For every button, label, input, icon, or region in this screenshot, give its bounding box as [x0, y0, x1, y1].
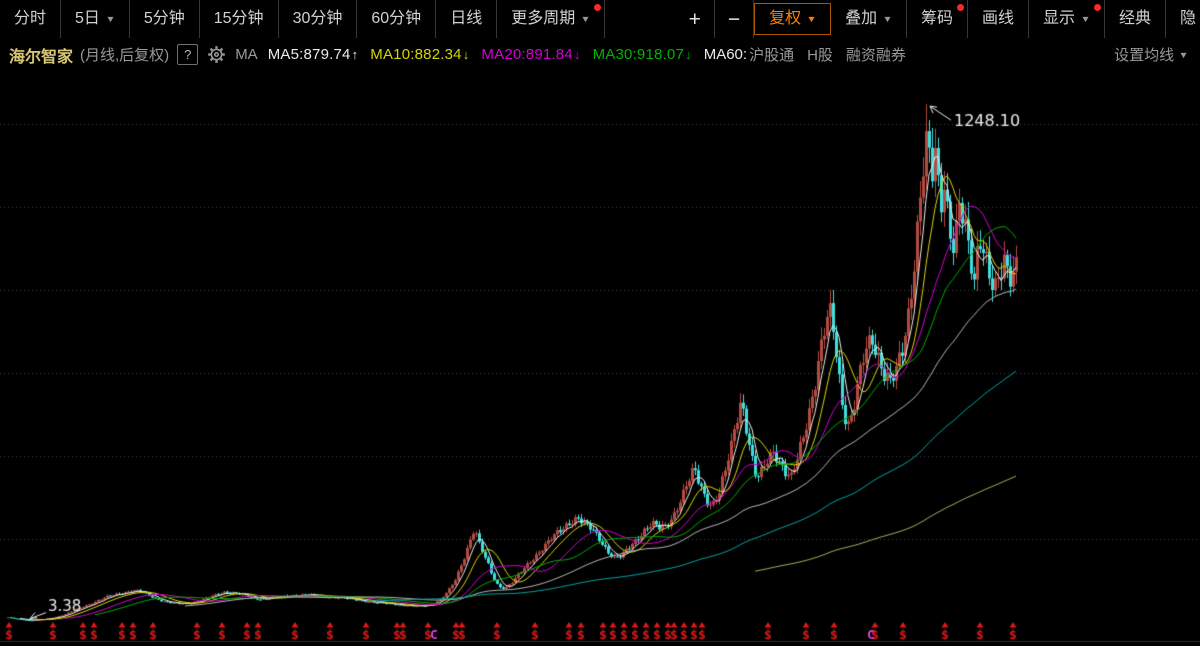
help-button[interactable]: ?	[177, 44, 199, 65]
toolbar-5min-label: 5分钟	[143, 10, 185, 27]
period-button-group: 分时 5日 ▼ 5分钟 15分钟 30分钟 60分钟 日线 更多周期 ▼	[0, 0, 606, 38]
toolbar-draw-line-label: 画线	[982, 10, 1015, 27]
chevron-down-icon: ▼	[1080, 14, 1091, 24]
toolbar-30min-label: 30分钟	[292, 10, 343, 27]
ma20-value: MA20:891.84↓	[481, 46, 581, 63]
toolbar-classic-button[interactable]: 经典	[1105, 0, 1166, 38]
toolbar-minute-view-label: 分时	[14, 10, 47, 27]
chart-area	[0, 71, 1200, 646]
toolbar-five-day-button[interactable]: 5日 ▼	[61, 0, 130, 38]
chevron-down-icon: ▼	[580, 14, 591, 24]
toolbar-hide-label: 隐	[1179, 10, 1196, 27]
ma-group-label: MA	[235, 46, 258, 63]
toolbar-more-periods-label: 更多周期	[511, 10, 576, 27]
info-bar: 海尔智家 (月线,后复权) ? MA MA5:879.74↑ MA10:882.…	[0, 38, 1200, 71]
toolbar-minute-view-button[interactable]: 分时	[0, 0, 62, 38]
chart-mode-label: (月线,后复权)	[80, 47, 170, 64]
top-toolbar: 分时 5日 ▼ 5分钟 15分钟 30分钟 60分钟 日线 更多周期 ▼ + − 复权 ▼ 叠加 ▼ 筹码 画线…	[0, 0, 1200, 38]
toolbar-more-periods-button[interactable]: 更多周期 ▼	[497, 0, 606, 38]
notification-dot	[1093, 4, 1101, 11]
kline-candlestick-chart[interactable]	[0, 71, 1200, 646]
toolbar-adjust-price-label: 复权	[769, 10, 802, 27]
ma30-value: MA30:918.07↓	[592, 46, 692, 63]
down-arrow-icon: ↓	[685, 47, 692, 62]
down-arrow-icon: ↓	[462, 47, 470, 62]
down-arrow-icon: ↓	[573, 47, 581, 62]
toolbar-display-label: 显示	[1043, 10, 1076, 27]
toolbar-display-button[interactable]: 显示 ▼	[1029, 0, 1105, 38]
toolbar-chip-distribution-label: 筹码	[921, 10, 954, 27]
tools-button-group: + − 复权 ▼ 叠加 ▼ 筹码 画线 显示 ▼ 经典 隐	[676, 0, 1200, 38]
chevron-down-icon: ▼	[882, 14, 893, 24]
toolbar-60min-label: 60分钟	[371, 10, 422, 27]
toolbar-zoom-out-label: −	[727, 7, 741, 31]
gear-icon[interactable]	[207, 45, 226, 64]
toolbar-15min-button[interactable]: 15分钟	[200, 0, 279, 38]
toolbar-zoom-in-label: +	[688, 7, 701, 31]
toolbar-chip-distribution-button[interactable]: 筹码	[907, 0, 969, 38]
ma10-value: MA10:882.34↓	[370, 46, 470, 63]
toolbar-draw-line-button[interactable]: 画线	[968, 0, 1030, 38]
notification-dot	[594, 4, 602, 11]
ma-settings-button[interactable]: 设置均线 ▼	[1114, 47, 1189, 64]
toolbar-adjust-price-button[interactable]: 复权 ▼	[754, 3, 832, 35]
chevron-down-icon: ▼	[105, 14, 116, 24]
chevron-down-icon: ▼	[1178, 49, 1189, 60]
chevron-down-icon: ▼	[806, 14, 817, 24]
toolbar-zoom-in-button[interactable]: +	[676, 0, 715, 38]
ma5-value: MA5:879.74↑	[267, 46, 359, 63]
market-link-0[interactable]: 沪股通	[749, 47, 795, 64]
toolbar-classic-label: 经典	[1118, 10, 1151, 27]
stock-name[interactable]: 海尔智家	[9, 48, 74, 66]
ma60-label: MA60:	[703, 46, 748, 63]
toolbar-spacer	[605, 0, 675, 38]
market-link-2[interactable]: 融资融券	[845, 47, 906, 64]
toolbar-overlay-label: 叠加	[845, 10, 878, 27]
toolbar-overlay-button[interactable]: 叠加 ▼	[831, 0, 907, 38]
toolbar-daily-label: 日线	[450, 10, 483, 27]
toolbar-15min-label: 15分钟	[213, 10, 264, 27]
toolbar-zoom-out-button[interactable]: −	[715, 0, 755, 38]
notification-dot	[957, 4, 965, 11]
toolbar-60min-button[interactable]: 60分钟	[357, 0, 437, 38]
market-link-1[interactable]: H股	[807, 47, 833, 64]
market-tag-links: 沪股通 H股 融资融券	[749, 44, 919, 65]
toolbar-hide-button[interactable]: 隐	[1166, 0, 1200, 38]
toolbar-30min-button[interactable]: 30分钟	[279, 0, 358, 38]
toolbar-five-day-label: 5日	[75, 10, 100, 27]
toolbar-daily-button[interactable]: 日线	[436, 0, 498, 38]
toolbar-5min-button[interactable]: 5分钟	[130, 0, 200, 38]
up-arrow-icon: ↑	[351, 47, 359, 62]
